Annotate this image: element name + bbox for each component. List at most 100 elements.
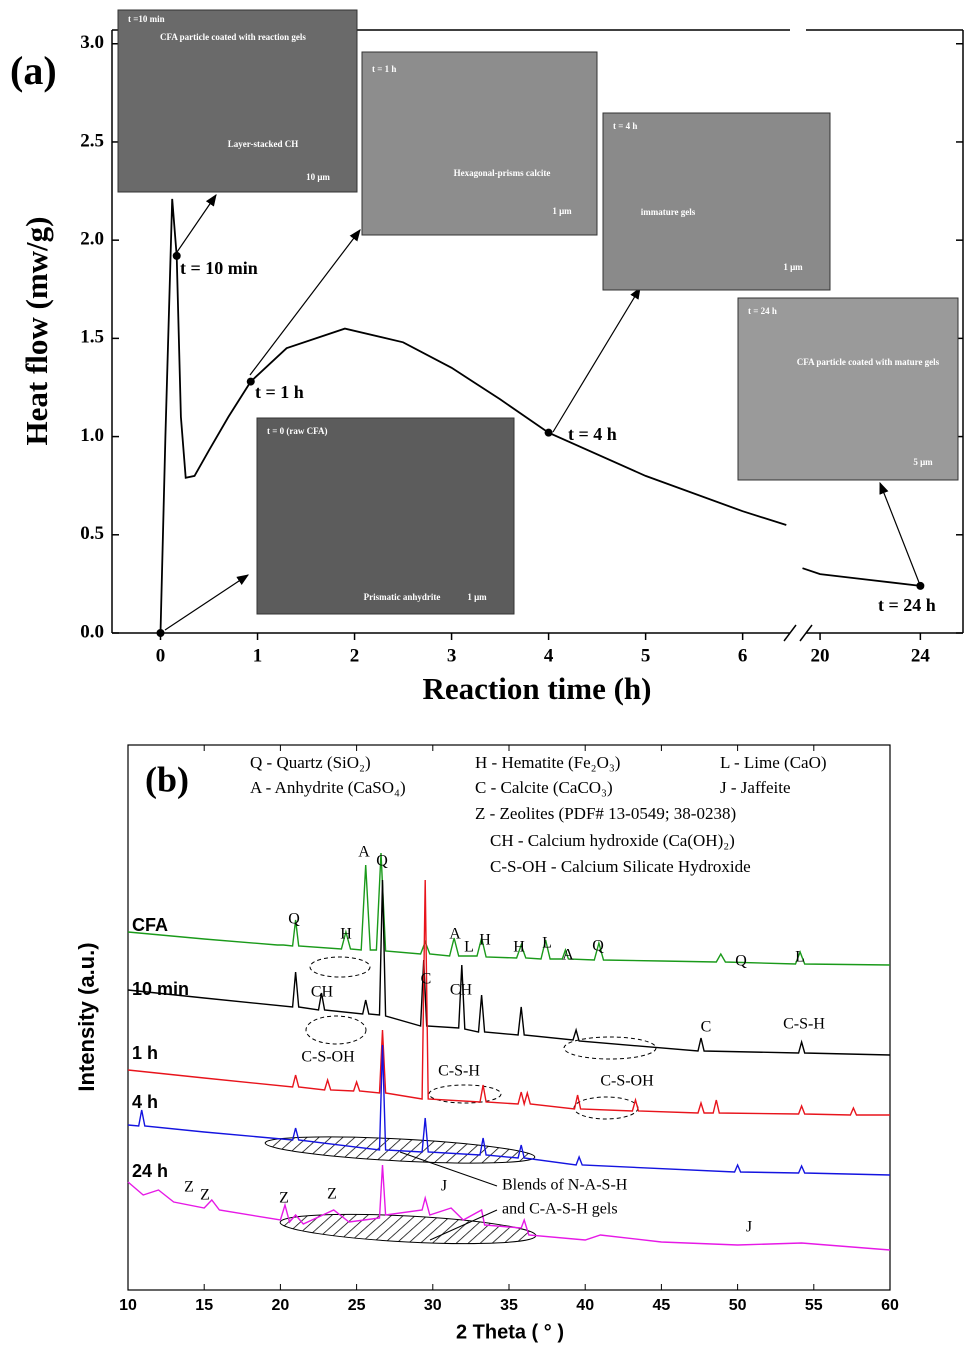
peak-label: and C-A-S-H gels — [502, 1201, 618, 1218]
inset-text: t = 1 h — [372, 64, 396, 74]
sem-image — [602, 112, 831, 291]
inset-text: 10 μm — [306, 172, 330, 182]
inset-text: Hexagonal-prisms calcite — [454, 168, 551, 178]
series-label: 1 h — [132, 1043, 158, 1063]
series-label: 4 h — [132, 1092, 158, 1112]
inset-text: 1 μm — [783, 262, 803, 272]
hatched-region — [264, 1136, 536, 1164]
legend-entry: L - Lime (CaO) — [720, 753, 827, 772]
series-label: CFA — [132, 915, 168, 935]
x-tick-label: 0 — [156, 645, 166, 666]
point-label: t = 4 h — [568, 424, 617, 444]
x-tick-label: 20 — [272, 1297, 290, 1314]
leader — [399, 1151, 498, 1187]
legend-entry: C-S-OH - Calcium Silicate Hydroxide — [490, 857, 751, 876]
x-tick-label: 24 — [911, 645, 931, 666]
y-tick-label: 1.5 — [80, 327, 104, 348]
arrow — [164, 574, 250, 631]
sample-point — [916, 581, 925, 590]
series-label: 24 h — [132, 1161, 168, 1181]
legend-entry: J - Jaffeite — [720, 778, 791, 797]
x-tick-label: 3 — [447, 645, 457, 666]
inset-text: 5 μm — [913, 457, 933, 467]
peak-label: A — [358, 844, 370, 861]
dashed-region — [305, 1015, 367, 1045]
x-tick-label: 40 — [576, 1297, 594, 1314]
y-tick-label: 1.0 — [80, 425, 104, 446]
x-tick-label: 15 — [195, 1297, 213, 1314]
sem-image — [117, 9, 358, 193]
x-tick-label: 20 — [811, 645, 830, 666]
peak-label: A — [449, 926, 461, 943]
x-tick-label: 10 — [119, 1297, 137, 1314]
peak-label: Q — [735, 953, 747, 970]
peak-label: L — [464, 939, 474, 956]
peak-label: H — [513, 939, 525, 956]
peak-label: C-S-OH — [600, 1073, 654, 1090]
heat-flow-line — [802, 567, 921, 587]
x-tick-label: 30 — [424, 1297, 442, 1314]
x-tick-label: 5 — [641, 645, 651, 666]
inset-text: Layer-stacked CH — [228, 139, 298, 149]
xrd-pattern — [127, 879, 890, 1116]
peak-label: Q — [288, 911, 300, 928]
y-axis-title: Intensity (a.u.) — [74, 942, 99, 1091]
axis-break — [799, 624, 813, 642]
inset-text: Prismatic anhydrite — [364, 592, 441, 602]
inset-text: CFA particle coated with reaction gels — [160, 32, 306, 42]
y-tick-label: 2.5 — [80, 130, 104, 151]
sample-point — [172, 251, 181, 260]
dashed-region — [573, 1096, 639, 1120]
peak-label: Blends of N-A-S-H — [502, 1177, 628, 1194]
panel-label: (a) — [10, 48, 57, 93]
peak-label: Z — [327, 1186, 337, 1203]
peak-label: Z — [184, 1179, 194, 1196]
peak-label: Z — [200, 1187, 210, 1204]
x-tick-label: 35 — [500, 1297, 518, 1314]
x-axis-title: 2 Theta ( ° ) — [456, 1321, 564, 1343]
peak-label: CH — [450, 982, 473, 999]
y-tick-label: 0.5 — [80, 523, 104, 544]
panel-label: (b) — [145, 759, 189, 799]
peak-label: J — [441, 1178, 447, 1195]
x-tick-label: 4 — [544, 645, 554, 666]
legend-entry: A - Anhydrite (CaSO₄) — [250, 778, 406, 797]
sem-image — [256, 417, 515, 615]
peak-label: L — [795, 949, 805, 966]
inset-text: t = 24 h — [748, 306, 777, 316]
sample-point — [544, 428, 553, 437]
point-label: t = 10 min — [180, 258, 258, 278]
inset-text: 1 μm — [467, 592, 487, 602]
leader — [429, 1209, 498, 1241]
xrd-pattern — [127, 852, 891, 966]
x-tick-label: 55 — [805, 1297, 823, 1314]
sample-point — [156, 629, 165, 637]
sample-point — [246, 377, 255, 386]
peak-label: C-S-OH — [301, 1049, 355, 1066]
axis-break — [783, 624, 797, 642]
x-tick-label: 50 — [729, 1297, 747, 1314]
arrow — [552, 286, 641, 433]
point-label: t = 24 h — [878, 595, 936, 615]
arrow — [879, 481, 921, 586]
y-tick-label: 0.0 — [80, 621, 104, 642]
y-tick-label: 3.0 — [80, 32, 104, 53]
sem-image — [361, 51, 598, 236]
y-tick-label: 2.0 — [80, 229, 104, 250]
arrow — [249, 229, 361, 376]
arrow — [174, 194, 217, 256]
x-tick-label: 45 — [653, 1297, 671, 1314]
inset-text: CFA particle coated with mature gels — [797, 357, 940, 367]
legend-entry: C - Calcite (CaCO₃) — [475, 778, 613, 797]
peak-label: C — [701, 1019, 712, 1036]
peak-label: C-S-H — [783, 1016, 825, 1033]
xrd-pattern — [127, 1044, 891, 1176]
x-axis-title: Reaction time (h) — [423, 671, 652, 706]
x-tick-label: 2 — [350, 645, 360, 666]
peak-label: Z — [279, 1190, 289, 1207]
inset-text: t =10 min — [128, 14, 165, 24]
y-axis-title: Heat flow (mw/g) — [19, 217, 54, 446]
peak-label: L — [542, 935, 552, 952]
inset-text: 1 μm — [552, 206, 572, 216]
